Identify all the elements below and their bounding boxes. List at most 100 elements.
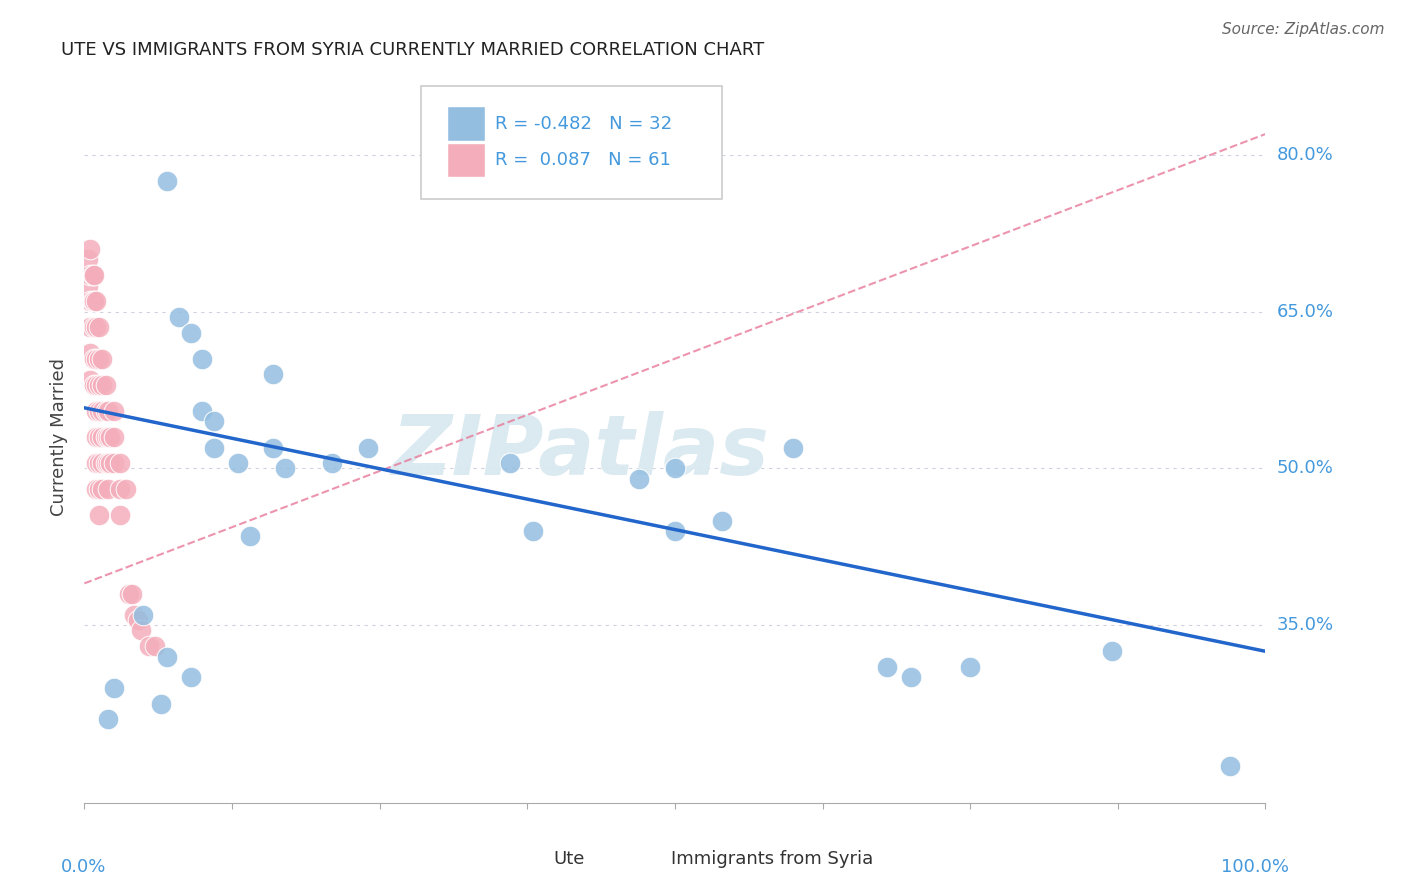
Point [103, 681, 125, 695]
Point [711, 514, 734, 528]
Point [118, 587, 141, 601]
Text: 100.0%: 100.0% [1220, 858, 1289, 876]
Point [143, 639, 166, 653]
Point [77, 278, 100, 293]
Point [79, 268, 101, 282]
Point [79, 294, 101, 309]
Point [664, 461, 686, 475]
Point [108, 483, 131, 497]
Point [274, 461, 297, 475]
Point [628, 472, 651, 486]
Point [87, 351, 110, 366]
Point [132, 607, 155, 622]
Text: UTE VS IMMIGRANTS FROM SYRIA CURRENTLY MARRIED CORRELATION CHART: UTE VS IMMIGRANTS FROM SYRIA CURRENTLY M… [60, 41, 763, 59]
Point [97, 483, 120, 497]
Point [84, 351, 107, 366]
Bar [447, 106, 485, 141]
Point [84, 404, 107, 418]
Point [156, 174, 179, 188]
Point [191, 404, 214, 418]
Point [97, 456, 120, 470]
Point [94, 404, 117, 418]
Point [150, 697, 173, 711]
Point [191, 351, 214, 366]
Point [782, 441, 804, 455]
Point [79, 242, 101, 256]
Point [97, 430, 120, 444]
Point [94, 456, 117, 470]
FancyBboxPatch shape [420, 86, 723, 200]
Point [91, 430, 114, 444]
Text: 0.0%: 0.0% [60, 858, 105, 876]
Point [103, 456, 125, 470]
Text: R =  0.087   N = 61: R = 0.087 N = 61 [495, 152, 671, 169]
Point [83, 294, 105, 309]
Point [84, 456, 107, 470]
Point [91, 351, 114, 366]
Point [87, 377, 110, 392]
Bar [447, 143, 485, 178]
Text: Ute: Ute [553, 850, 585, 868]
Point [91, 377, 114, 392]
Point [108, 508, 131, 523]
Point [91, 404, 114, 418]
Point [202, 441, 225, 455]
Point [97, 404, 120, 418]
Bar [522, 847, 547, 871]
Point [121, 587, 143, 601]
Point [498, 456, 520, 470]
Point [98, 430, 121, 444]
Point [321, 456, 343, 470]
Point [84, 430, 107, 444]
Point [79, 320, 101, 334]
Point [138, 639, 160, 653]
Point [87, 430, 110, 444]
Point [94, 377, 117, 392]
Point [82, 268, 104, 282]
Point [357, 441, 380, 455]
Point [87, 404, 110, 418]
Point [876, 660, 898, 674]
Point [1219, 759, 1241, 773]
Text: R = -0.482   N = 32: R = -0.482 N = 32 [495, 115, 672, 133]
Point [156, 649, 179, 664]
Point [87, 508, 110, 523]
Y-axis label: Currently Married: Currently Married [51, 358, 69, 516]
Point [129, 624, 152, 638]
Point [180, 670, 202, 684]
Point [82, 294, 104, 309]
Point [77, 252, 100, 267]
Point [262, 368, 284, 382]
Point [1101, 644, 1123, 658]
Point [87, 483, 110, 497]
Point [87, 456, 110, 470]
Point [202, 414, 225, 428]
Point [79, 373, 101, 387]
Text: Immigrants from Syria: Immigrants from Syria [671, 850, 873, 868]
Point [91, 456, 114, 470]
Point [83, 351, 105, 366]
Point [180, 326, 202, 340]
Point [664, 524, 686, 538]
Point [98, 456, 121, 470]
Point [103, 404, 125, 418]
Point [84, 483, 107, 497]
Point [103, 430, 125, 444]
Point [108, 456, 131, 470]
Point [959, 660, 981, 674]
Point [84, 320, 107, 334]
Text: ZIPatlas: ZIPatlas [391, 411, 769, 492]
Point [226, 456, 249, 470]
Point [79, 346, 101, 360]
Text: 35.0%: 35.0% [1277, 616, 1334, 634]
Point [97, 712, 120, 726]
Point [122, 607, 145, 622]
Point [239, 529, 262, 543]
Point [87, 320, 110, 334]
Bar [640, 847, 665, 871]
Point [167, 310, 190, 324]
Text: Source: ZipAtlas.com: Source: ZipAtlas.com [1222, 22, 1385, 37]
Point [900, 670, 922, 684]
Text: 50.0%: 50.0% [1277, 459, 1333, 477]
Point [94, 430, 117, 444]
